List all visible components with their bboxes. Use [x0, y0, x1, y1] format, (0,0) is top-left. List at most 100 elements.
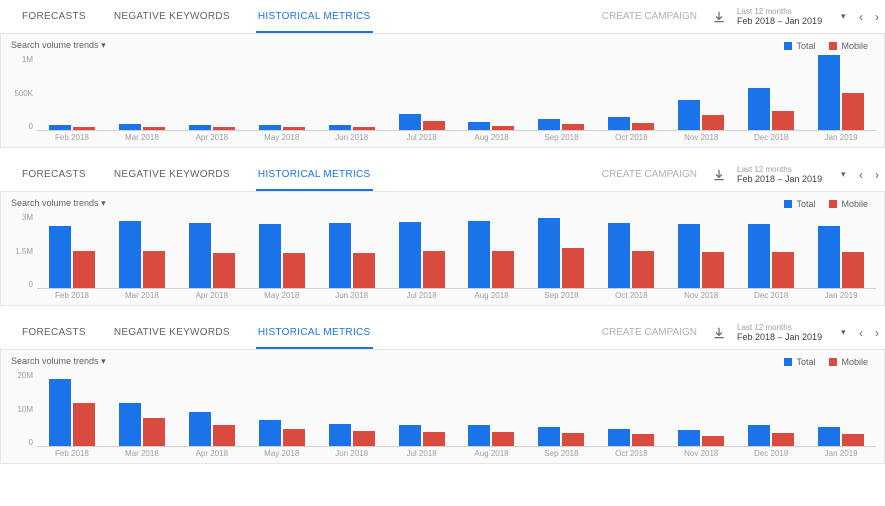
- prev-period-button[interactable]: ‹: [853, 163, 869, 187]
- bar-group: [387, 55, 457, 130]
- create-campaign-button[interactable]: CREATE CAMPAIGN: [592, 169, 707, 180]
- tab-forecasts[interactable]: FORECASTS: [8, 158, 100, 191]
- tab-label: NEGATIVE KEYWORDS: [114, 327, 230, 338]
- tab-forecasts[interactable]: FORECASTS: [8, 316, 100, 349]
- y-tick: 0: [29, 438, 33, 447]
- chart-legend: TotalMobile: [784, 357, 874, 367]
- x-tick: Mar 2018: [107, 291, 177, 305]
- chart-controls: Search volume trends ▾ TotalMobile: [1, 350, 884, 369]
- bar-mobile: [562, 433, 584, 446]
- bar-total: [468, 122, 490, 130]
- chevron-down-icon: ▾: [101, 356, 106, 366]
- bar-total: [259, 125, 281, 130]
- chart-controls: Search volume trends ▾ TotalMobile: [1, 192, 884, 211]
- tab-label: NEGATIVE KEYWORDS: [114, 169, 230, 180]
- trends-dropdown[interactable]: Search volume trends ▾: [11, 40, 106, 51]
- chart-legend: TotalMobile: [784, 41, 874, 51]
- x-tick: Sep 2018: [526, 291, 596, 305]
- bar-total: [468, 425, 490, 446]
- bar-mobile: [772, 252, 794, 288]
- bar-group: [107, 213, 177, 288]
- bar-group: [736, 371, 806, 446]
- bar-total: [748, 224, 770, 288]
- prev-period-button[interactable]: ‹: [853, 5, 869, 29]
- trends-dropdown[interactable]: Search volume trends ▾: [11, 356, 106, 367]
- create-campaign-button[interactable]: CREATE CAMPAIGN: [592, 11, 707, 22]
- x-tick: Apr 2018: [177, 449, 247, 463]
- bar-mobile: [143, 251, 165, 289]
- next-period-button[interactable]: ›: [869, 321, 885, 345]
- download-icon[interactable]: [707, 321, 731, 345]
- chevron-down-icon: ▾: [101, 198, 106, 208]
- bar-mobile: [213, 253, 235, 288]
- dropdown-icon[interactable]: ▾: [841, 11, 853, 22]
- x-tick: Mar 2018: [107, 449, 177, 463]
- bar-total: [818, 226, 840, 288]
- x-tick: Jan 2019: [806, 291, 876, 305]
- bar-mobile: [73, 251, 95, 289]
- x-tick: Aug 2018: [457, 133, 527, 147]
- next-period-button[interactable]: ›: [869, 163, 885, 187]
- tab-historical-metrics[interactable]: HISTORICAL METRICS: [244, 158, 385, 191]
- bar-group: [37, 371, 107, 446]
- tab-historical-metrics[interactable]: HISTORICAL METRICS: [244, 316, 385, 349]
- bar-group: [247, 371, 317, 446]
- tab-forecasts[interactable]: FORECASTS: [8, 0, 100, 33]
- bar-group: [596, 55, 666, 130]
- bar-group: [526, 55, 596, 130]
- metrics-panel: FORECASTS NEGATIVE KEYWORDS HISTORICAL MET…: [0, 316, 885, 464]
- chart-plot: 3M1.5M0Feb 2018Mar 2018Apr 2018May 2018J…: [37, 213, 876, 305]
- bar-total: [259, 224, 281, 288]
- bar-total: [748, 425, 770, 446]
- dropdown-icon[interactable]: ▾: [841, 169, 853, 180]
- tab-negative-keywords[interactable]: NEGATIVE KEYWORDS: [100, 316, 244, 349]
- y-tick: 0: [29, 280, 33, 289]
- y-tick: 500K: [14, 89, 33, 98]
- date-range-picker[interactable]: Last 12 monthsFeb 2018 – Jan 2019: [731, 7, 841, 26]
- chevron-down-icon: ▾: [101, 40, 106, 50]
- bar-group: [596, 213, 666, 288]
- next-period-button[interactable]: ›: [869, 5, 885, 29]
- bar-group: [107, 371, 177, 446]
- bars-area: [37, 371, 876, 447]
- x-tick: May 2018: [247, 449, 317, 463]
- bar-mobile: [842, 434, 864, 446]
- prev-period-button[interactable]: ‹: [853, 321, 869, 345]
- bar-mobile: [702, 436, 724, 447]
- bar-group: [736, 213, 806, 288]
- bar-total: [538, 218, 560, 288]
- tab-historical-metrics[interactable]: HISTORICAL METRICS: [244, 0, 385, 33]
- download-icon[interactable]: [707, 5, 731, 29]
- tab-label: FORECASTS: [22, 11, 86, 22]
- trends-dropdown[interactable]: Search volume trends ▾: [11, 198, 106, 209]
- x-axis-labels: Feb 2018Mar 2018Apr 2018May 2018Jun 2018…: [37, 133, 876, 147]
- x-tick: Oct 2018: [596, 291, 666, 305]
- legend-swatch-mobile: [829, 200, 837, 208]
- bar-total: [189, 223, 211, 288]
- chart-plot: 20M10M0Feb 2018Mar 2018Apr 2018May 2018J…: [37, 371, 876, 463]
- download-icon[interactable]: [707, 163, 731, 187]
- create-campaign-button[interactable]: CREATE CAMPAIGN: [592, 327, 707, 338]
- bar-mobile: [353, 253, 375, 288]
- bar-total: [748, 88, 770, 130]
- tab-label: HISTORICAL METRICS: [258, 11, 371, 22]
- tab-label: HISTORICAL METRICS: [258, 327, 371, 338]
- tab-negative-keywords[interactable]: NEGATIVE KEYWORDS: [100, 158, 244, 191]
- x-tick: Jan 2019: [806, 449, 876, 463]
- tab-negative-keywords[interactable]: NEGATIVE KEYWORDS: [100, 0, 244, 33]
- bar-total: [678, 224, 700, 288]
- bar-mobile: [492, 251, 514, 289]
- dropdown-icon[interactable]: ▾: [841, 327, 853, 338]
- chart-legend: TotalMobile: [784, 199, 874, 209]
- date-range-picker[interactable]: Last 12 monthsFeb 2018 – Jan 2019: [731, 165, 841, 184]
- bar-mobile: [562, 124, 584, 130]
- bar-mobile: [772, 111, 794, 131]
- date-range-picker[interactable]: Last 12 monthsFeb 2018 – Jan 2019: [731, 323, 841, 342]
- bar-group: [806, 213, 876, 288]
- x-tick: Jun 2018: [317, 449, 387, 463]
- x-tick: Nov 2018: [666, 133, 736, 147]
- bar-total: [818, 427, 840, 446]
- y-tick: 1M: [22, 55, 33, 64]
- bar-group: [247, 55, 317, 130]
- legend-swatch-mobile: [829, 358, 837, 366]
